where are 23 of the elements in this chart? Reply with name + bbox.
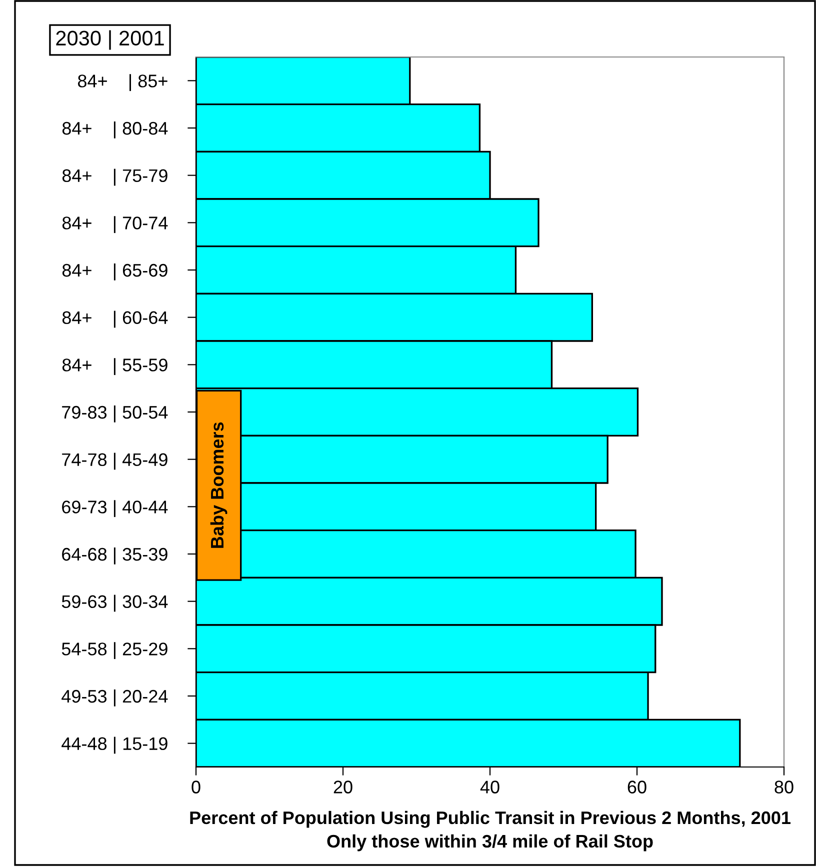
y-tick-label: 84+ | 85+	[78, 74, 168, 92]
y-tick-label: 84+ | 55-59	[62, 358, 168, 376]
y-tick-label: 59-63 | 30-34	[62, 594, 168, 612]
x-axis-title: Percent of Population Using Public Transit in Previous 2 Months, 2001 Only those within 3/4 mile of Rail Stop	[190, 810, 791, 852]
annotation: Baby Boomers	[210, 422, 228, 548]
y-tick-label: 44-48 | 15-19	[62, 736, 168, 754]
y-tick-label: 64-68 | 35-39	[62, 547, 168, 564]
y-tick-label: 69-73 | 40-44	[62, 500, 168, 518]
x-tick-label: 60	[628, 780, 646, 794]
y-tick-label: 84+ | 65-69	[62, 263, 168, 280]
x-tick-label: 20	[334, 780, 352, 794]
text: 2030 | 2001	[56, 30, 164, 50]
y-tick-label: 84+ | 75-79	[62, 168, 168, 186]
x-tick-label: 40	[480, 780, 500, 794]
y-tick-label: 54-58 | 25-29	[62, 642, 168, 660]
y-tick-label: 74-78 | 45-49	[62, 452, 168, 470]
y-tick-label: 84+ | 60-64	[62, 310, 168, 328]
y-tick-label: 79-83 | 50-54	[62, 405, 168, 422]
y-tick-label: 84+ | 80-84	[62, 121, 168, 138]
x-tick-label: 0	[192, 780, 200, 794]
y-tick-label: 84+ | 70-74	[62, 216, 168, 234]
x-tick-label: 80	[774, 780, 794, 794]
y-tick-label: 49-53 | 20-24	[62, 689, 168, 706]
